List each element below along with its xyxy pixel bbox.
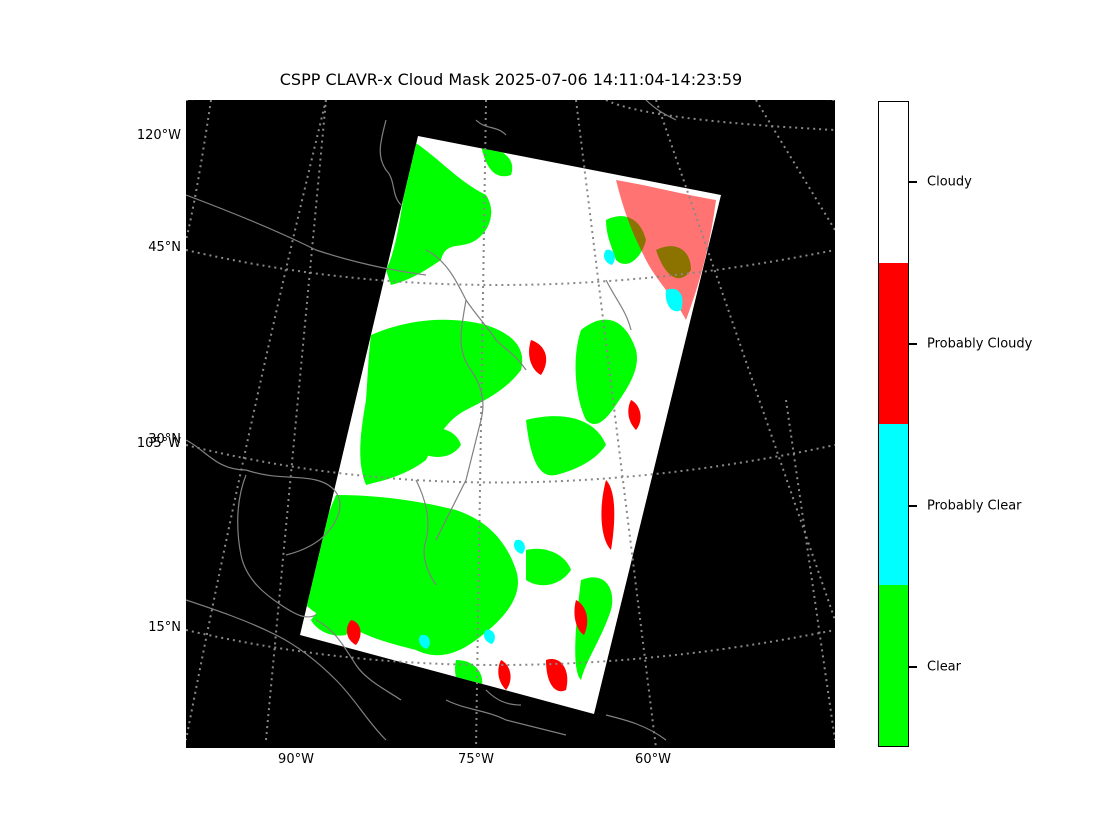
- legend-label-probably-clear: Probably Clear: [927, 498, 1022, 514]
- legend-label-probably-cloudy: Probably Cloudy: [927, 336, 1033, 352]
- lat-label-45n: 45°N: [148, 240, 181, 255]
- colorbar-segment-probably-clear: [879, 424, 908, 585]
- legend-label-clear: Clear: [927, 659, 961, 675]
- colorbar-segment-probably-cloudy: [879, 263, 908, 424]
- lon-label-90w: 90°W: [278, 752, 314, 767]
- probably-clear-regions: [419, 249, 683, 649]
- clear-regions: [306, 140, 691, 692]
- lat-label-120w: 120°W: [136, 128, 181, 143]
- coastlines: [186, 100, 677, 741]
- map-panel: [186, 100, 835, 748]
- colorbar-segment-clear: [879, 585, 908, 746]
- lat-label-15n: 15°N: [148, 620, 181, 635]
- colorbar-tick: [909, 505, 917, 507]
- colorbar-tick: [909, 181, 917, 183]
- legend-label-cloudy: Cloudy: [927, 174, 972, 190]
- colorbar-tick: [909, 666, 917, 668]
- lon-label-75w: 75°W: [458, 752, 494, 767]
- lat-label-30n: 30°N: [148, 432, 181, 447]
- lon-label-60w: 60°W: [635, 752, 671, 767]
- cloud-mask-map: [186, 100, 835, 748]
- colorbar-segment-cloudy: [879, 102, 908, 263]
- map-title: CSPP CLAVR-x Cloud Mask 2025-07-06 14:11…: [279, 70, 743, 89]
- colorbar-tick: [909, 343, 917, 345]
- graticule: [186, 100, 835, 748]
- lat-label-105w: 105°W: [136, 436, 181, 451]
- probably-cloudy-regions: [346, 180, 716, 692]
- colorbar: [878, 101, 909, 747]
